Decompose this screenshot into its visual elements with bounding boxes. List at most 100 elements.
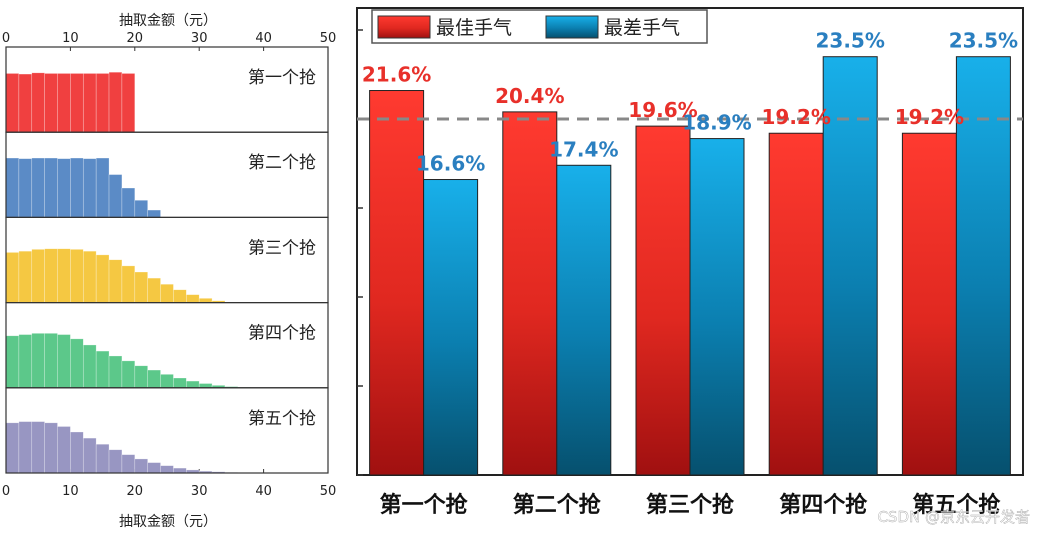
data-label-worst: 23.5% (949, 29, 1018, 53)
top-x-axis-title: 抽取金额（元） (119, 13, 217, 29)
top-tick-label: 50 (320, 31, 337, 46)
histogram-bar (44, 73, 58, 133)
histogram-panels: 0 0 10 10 20 20 30 30 40 40 50 50 第一个抢第二个抢第三个抢第四个抢第五… (2, 31, 336, 499)
histogram-bar (31, 157, 45, 218)
histogram-bar (108, 259, 123, 303)
histogram-bar (173, 467, 187, 474)
bottom-tick-label: 0 (2, 484, 10, 499)
histogram-bar (5, 335, 20, 389)
histogram-bar (57, 426, 71, 474)
histogram-bar (186, 294, 200, 303)
histogram-bar (198, 298, 213, 303)
bars (369, 56, 1011, 476)
bottom-tick-label: 20 (127, 484, 144, 499)
top-tick-label: 0 (2, 31, 10, 46)
histogram-bar (147, 462, 161, 474)
bottom-x-axis-title: 抽取金额（元） (119, 514, 217, 530)
histogram-bar (160, 465, 174, 474)
bar-worst (822, 56, 878, 476)
bar-worst (423, 179, 479, 476)
histogram-bar (82, 158, 97, 218)
histogram-bar (44, 157, 58, 218)
bottom-tick-label: 40 (255, 484, 272, 499)
watermark: CSDN @京东云开发者 (877, 508, 1030, 526)
histogram-bar (31, 333, 45, 389)
histogram-bar (70, 431, 84, 474)
legend: 最佳手气 最差手气 (371, 9, 708, 44)
histogram-bar (147, 209, 161, 218)
histogram-bar (18, 73, 33, 133)
histogram-bar (95, 443, 110, 474)
histogram-bar (147, 277, 161, 303)
legend-swatch-best (377, 15, 431, 39)
histogram-bar (82, 437, 97, 474)
bottom-tick-label: 30 (191, 484, 208, 499)
histogram-bar (44, 333, 58, 389)
histogram-bar (134, 199, 148, 218)
bar-best (901, 132, 957, 476)
data-label-best: 21.6% (362, 63, 431, 87)
histogram-bar (18, 421, 33, 474)
histogram-bar (18, 158, 33, 218)
histogram-bar (82, 250, 97, 303)
histogram-bar (95, 157, 110, 218)
legend-label-best: 最佳手气 (436, 17, 512, 39)
histogram-bar (121, 454, 136, 474)
histogram-bar (5, 73, 20, 133)
histogram-bar (31, 249, 45, 303)
bar-best (369, 90, 425, 476)
histogram-bar (44, 422, 58, 474)
data-label-best: 19.2% (895, 105, 964, 129)
histogram-bar (134, 365, 148, 389)
value-labels: 21.6% 16.6% 20.4% 17.4% 19.6%18.9% 19.2% 23.5%… (362, 29, 1018, 176)
data-label-worst: 17.4% (549, 137, 618, 161)
histogram-bar (108, 71, 123, 133)
data-label-best: 19.2% (762, 105, 831, 129)
histogram-bar (95, 254, 110, 303)
top-tick-label: 30 (191, 31, 208, 46)
histogram-bar (160, 283, 174, 303)
bar-best (768, 132, 824, 476)
panel-label: 第一个抢 (248, 68, 316, 88)
legend-swatch-worst (545, 15, 599, 39)
panel-label: 第四个抢 (248, 324, 316, 344)
histogram-bar (147, 369, 161, 389)
histogram-bar (5, 157, 20, 218)
panel-label: 第二个抢 (248, 153, 316, 173)
category-label: 第一个抢 (380, 492, 469, 518)
panel-label: 第三个抢 (248, 238, 316, 258)
bar-best (635, 125, 691, 476)
category-label: 第二个抢 (513, 492, 602, 518)
histogram-bar (134, 458, 148, 474)
histogram-bar (82, 73, 97, 133)
data-label-worst: 23.5% (816, 29, 885, 53)
histogram-bar (121, 265, 136, 303)
comparison-bar-chart: 21.6% 16.6% 20.4% 17.4% 19.6%18.9% 19.2% 23.5%… (356, 7, 1024, 518)
histogram-bar (70, 157, 84, 218)
x-axis-tick-labels: 第一个抢 第二个抢 第三个抢 第四个抢 第五个抢 (380, 492, 1002, 518)
histogram-bar (57, 158, 71, 218)
histogram-panel-frame (5, 387, 329, 474)
data-label-best: 19.6% (628, 98, 697, 122)
histogram-bar (173, 377, 187, 389)
histogram-bar (82, 344, 97, 389)
histogram-bar (5, 252, 20, 303)
histogram-bar (108, 174, 123, 218)
bottom-tick-label: 50 (320, 484, 337, 499)
histogram-bar (95, 73, 110, 133)
data-label-best: 20.4% (495, 84, 564, 108)
bottom-tick-label: 10 (62, 484, 79, 499)
bar-worst (955, 56, 1011, 476)
histogram-bar (134, 271, 148, 303)
histogram-bar (95, 350, 110, 389)
legend-label-worst: 最差手气 (604, 17, 680, 39)
category-label: 第五个抢 (912, 492, 1001, 518)
histogram-bar (186, 380, 200, 389)
histogram-bar (160, 374, 174, 389)
histogram-bar (198, 383, 213, 389)
histogram-bar (70, 249, 84, 303)
histogram-bar (44, 248, 58, 303)
histogram-bar (173, 289, 187, 303)
data-label-worst: 16.6% (416, 152, 485, 176)
